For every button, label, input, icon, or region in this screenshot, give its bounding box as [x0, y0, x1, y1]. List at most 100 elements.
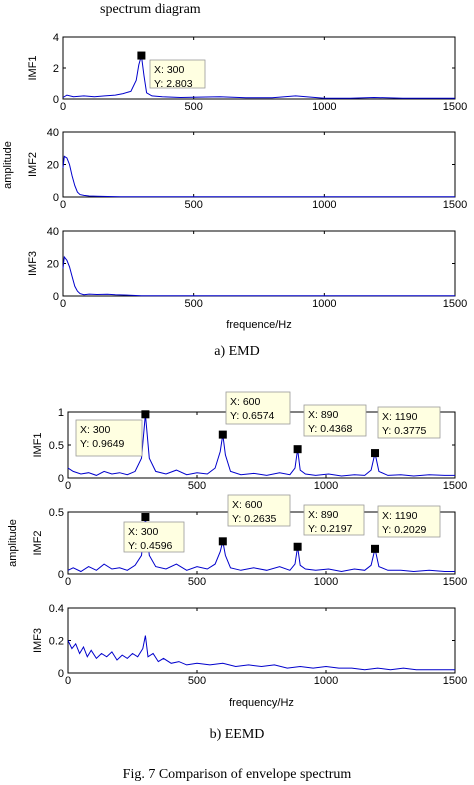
panel-ylabel: IMF1 [32, 432, 44, 457]
header-text: spectrum diagram [100, 2, 201, 17]
y-tick-label: 0 [53, 94, 59, 106]
x-tick-label: 1500 [443, 199, 467, 211]
y-tick-label: 0 [53, 291, 59, 303]
panel-ylabel: IMF2 [32, 530, 44, 555]
datatip-y-label: Y: 0.9649 [80, 438, 125, 450]
panel-1-2: 0 500 1000 1500 0 0.2 0.4 IMF3 [32, 603, 467, 687]
panel-0-2: 0 500 1000 1500 0 20 40 IMF3 [27, 226, 467, 310]
y-tick-label: 20 [47, 160, 59, 172]
datatip-marker [371, 544, 380, 553]
datatip-x-label: X: 890 [308, 509, 339, 521]
panel-1-0: 0 500 1000 1500 0 0.5 1 IMF1 X: 300 Y: 0.9649 X: 6… [32, 391, 467, 492]
datatip-marker [141, 513, 150, 522]
datatip-marker [293, 542, 302, 551]
datatip-marker [141, 410, 150, 419]
datatip-box [377, 406, 441, 439]
datatip-marker [218, 537, 227, 546]
x-tick-label: 0 [65, 576, 71, 588]
y-tick-label: 0 [58, 569, 64, 581]
y-tick-label: 40 [47, 127, 59, 139]
x-tick-label: 500 [184, 298, 202, 310]
panel-ylabel: IMF2 [27, 152, 39, 177]
x-tick-label: 500 [188, 675, 206, 687]
shared-ylabel: amplitude [2, 141, 14, 189]
datatip-y-label: Y: 0.6574 [230, 410, 275, 422]
x-tick-label: 0 [60, 101, 66, 113]
x-tick-label: 500 [184, 199, 202, 211]
x-tick-label: 1000 [314, 675, 338, 687]
plot-frame [62, 36, 456, 100]
x-tick-label: 500 [188, 480, 206, 492]
series-line [67, 516, 455, 573]
y-tick-label: 4 [53, 32, 59, 44]
datatip-marker [371, 449, 380, 458]
shared-ylabel: amplitude [7, 519, 19, 567]
datatip-y-label: Y: 0.2029 [382, 524, 427, 536]
series-line [67, 635, 455, 671]
plot-frame [62, 230, 456, 297]
x-tick-label: 0 [60, 298, 66, 310]
datatip-x-label: X: 300 [80, 424, 111, 436]
y-tick-label: 0.5 [49, 507, 64, 519]
x-tick-label: 1000 [314, 576, 338, 588]
datatip-box [303, 404, 367, 437]
datatip-y-label: Y: 0.2197 [308, 523, 353, 535]
x-tick-label: 1000 [312, 298, 336, 310]
panel-0-0: 0 500 1000 1500 0 2 4 IMF1 X: 300 Y: 2.803 [27, 32, 467, 113]
x-axis-label: frequence/Hz [226, 319, 291, 331]
datatip-x-label: X: 600 [232, 499, 263, 511]
series-line [62, 255, 455, 297]
datatip-x-label: X: 890 [308, 409, 339, 421]
caption-a: a) EMD [214, 344, 260, 359]
datatip-marker [293, 445, 302, 454]
datatip-y-label: Y: 0.4596 [128, 540, 173, 552]
datatip-marker [218, 430, 227, 439]
datatip-y-label: Y: 0.4368 [308, 423, 353, 435]
x-tick-label: 1000 [312, 101, 336, 113]
y-tick-label: 0.4 [49, 603, 64, 615]
datatip-box [227, 494, 291, 527]
datatip-box [377, 505, 441, 538]
y-tick-label: 1 [58, 407, 64, 419]
datatip-box [123, 521, 185, 553]
datatip-x-label: X: 600 [230, 396, 261, 408]
y-tick-label: 20 [47, 259, 59, 271]
plot-frame [62, 131, 456, 198]
datatip-marker [137, 51, 146, 60]
y-tick-label: 2 [53, 63, 59, 75]
datatip-y-label: Y: 0.3775 [382, 425, 427, 437]
series-line [67, 414, 455, 477]
figure-caption: Fig. 7 Comparison of envelope spectrum [123, 767, 352, 782]
y-tick-label: 0.5 [49, 440, 64, 452]
datatip-x-label: X: 1190 [382, 510, 418, 522]
datatip-y-label: Y: 0.2635 [232, 513, 277, 525]
x-tick-label: 1500 [443, 480, 467, 492]
x-tick-label: 1500 [443, 576, 467, 588]
datatip-box [303, 504, 365, 536]
datatip-y-label: Y: 2.803 [154, 78, 193, 90]
x-tick-label: 0 [65, 480, 71, 492]
plot-frame [67, 607, 456, 674]
x-tick-label: 1000 [312, 199, 336, 211]
panel-ylabel: IMF3 [32, 628, 44, 653]
panel-ylabel: IMF1 [27, 55, 39, 80]
y-tick-label: 0 [53, 192, 59, 204]
datatip-x-label: X: 300 [154, 64, 185, 76]
x-tick-label: 0 [60, 199, 66, 211]
x-tick-label: 1500 [443, 675, 467, 687]
x-axis-label: frequency/Hz [229, 697, 294, 709]
series-line [62, 55, 455, 99]
x-tick-label: 1000 [314, 480, 338, 492]
y-tick-label: 0 [58, 668, 64, 680]
datatip-box [225, 391, 291, 425]
datatip-box [75, 419, 143, 457]
x-tick-label: 1500 [443, 298, 467, 310]
panel-ylabel: IMF3 [27, 251, 39, 276]
panel-0-1: 0 500 1000 1500 0 20 40 IMF2 [27, 127, 467, 211]
caption-b: b) EEMD [210, 727, 265, 742]
panel-1-1: 0 500 1000 1500 0 0.5 IMF2 X: 300 Y: 0.4596 X: 60… [32, 494, 467, 588]
x-tick-label: 500 [184, 101, 202, 113]
x-tick-label: 1500 [443, 101, 467, 113]
